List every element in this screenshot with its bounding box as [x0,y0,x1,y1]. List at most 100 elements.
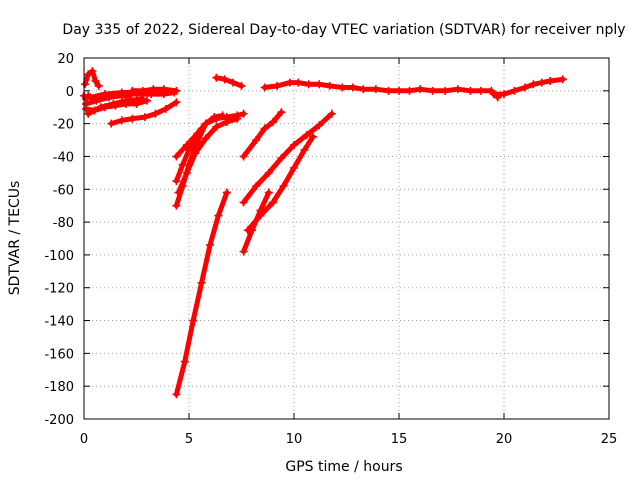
data-point [222,117,231,126]
data-point [172,152,181,161]
y-tick-label: -40 [53,150,74,165]
data-point [218,111,227,120]
data-point [371,85,380,94]
series-line-11 [262,80,501,100]
data-point [233,114,242,123]
data-point [81,80,90,89]
data-point [441,86,450,95]
y-tick-label: 20 [57,52,74,67]
data-point [239,109,248,118]
data-point [214,211,223,220]
data-point [405,86,414,95]
data-point [91,76,100,85]
data-point [107,119,116,128]
series-line-10 [213,75,244,89]
data-point [109,99,118,108]
data-point [172,201,181,210]
data-point [466,86,475,95]
data-point [325,81,334,90]
data-point [285,78,294,87]
chart-title: Day 335 of 2022, Sidereal Day-to-day VTE… [62,22,625,38]
data-point [210,113,219,122]
data-point [384,86,393,95]
data-point [193,137,202,146]
data-point [264,168,273,177]
data-series [80,67,567,399]
data-point [521,83,529,92]
data-point [180,357,189,366]
data-point [117,88,126,97]
data-point [222,188,231,197]
x-tick-label: 15 [391,432,408,447]
data-point [212,73,221,82]
y-tick-label: -160 [44,347,74,362]
data-point [315,121,324,130]
data-point [86,93,95,102]
data-point [252,181,261,190]
data-point [416,85,424,94]
data-point [260,124,269,133]
x-tick-label: 0 [80,432,88,447]
data-point [269,198,277,207]
data-point [359,85,368,94]
data-point [537,78,546,87]
axis-ticks: 0 5 10 15 20 25 20 0 -20 -40 -60 -80 -100 -120 -140 -16… [44,52,617,447]
data-point [206,241,214,250]
x-tick-label: 25 [601,432,618,447]
data-point [229,78,238,87]
data-point [94,81,103,90]
x-tick-label: 5 [185,432,193,447]
data-point [237,81,246,90]
data-point [348,83,357,92]
data-point [201,119,210,128]
series-line-8 [134,90,177,97]
data-point [172,98,181,107]
plot-frame [83,57,610,420]
data-point [185,145,193,154]
data-point [128,86,137,95]
series-line-6 [87,90,137,100]
y-tick-label: -120 [44,282,74,297]
data-point [327,109,336,118]
data-point [338,83,347,92]
y-tick-label: 0 [66,85,74,100]
data-point [172,390,181,399]
y-tick-label: -60 [53,183,74,198]
data-point [260,83,269,92]
y-tick-label: -80 [53,216,74,231]
data-point [172,177,181,186]
data-point [239,152,248,161]
series-line-19 [241,111,335,205]
data-point [239,198,248,207]
x-tick-label: 10 [286,432,303,447]
y-tick-label: -100 [44,249,74,264]
data-point [395,86,403,95]
data-point [122,96,130,105]
data-point [170,88,179,97]
data-point [147,90,156,99]
data-point [191,149,200,158]
data-point [546,76,555,85]
data-point [88,67,97,76]
grid-lines [84,58,609,419]
data-point [174,188,183,197]
data-point [315,80,324,89]
data-point [212,122,221,131]
data-point [84,109,93,118]
data-point [161,104,170,113]
data-point [273,81,282,90]
data-point [428,86,437,95]
data-point [140,113,149,122]
x-axis-label: GPS time / hours [285,459,402,475]
data-point [489,90,498,99]
data-point [290,140,298,149]
data-point [220,75,229,84]
y-axis-label: SDTVAR / TECUs [7,181,23,296]
x-tick-label: 20 [496,432,513,447]
data-point [300,145,309,154]
data-point [132,90,141,99]
data-point [189,316,198,325]
data-point [308,132,317,141]
data-point [558,75,567,84]
